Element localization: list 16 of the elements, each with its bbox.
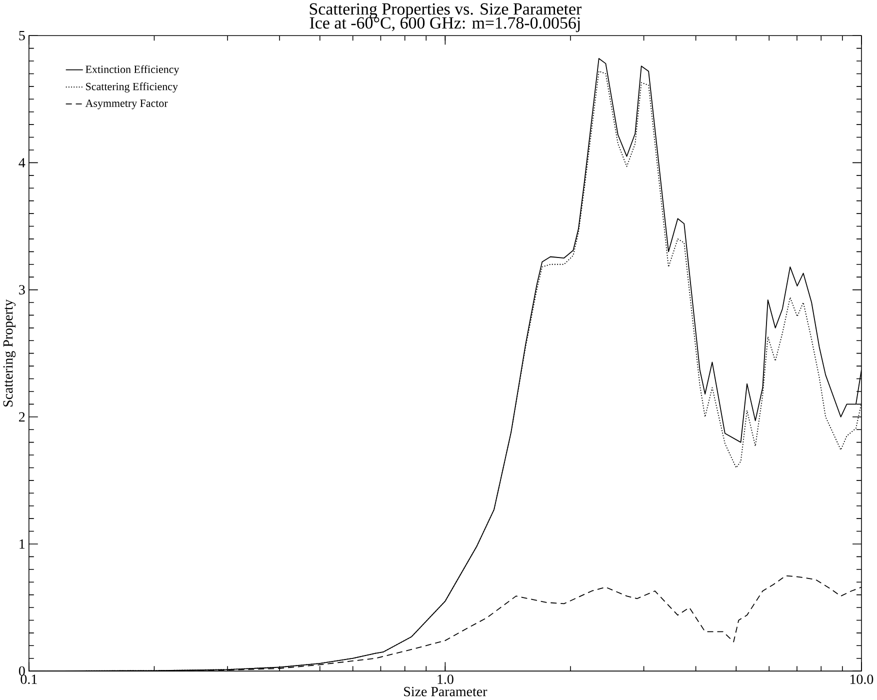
x-tick-label: 10.0: [850, 674, 874, 684]
legend-label: Asymmetry Factor: [85, 100, 168, 110]
y-tick-label: 5: [19, 31, 25, 40]
y-tick-label: 0: [18, 666, 25, 676]
legend-label: Scattering Efficiency: [86, 82, 178, 93]
chart-title: Scattering Properties vs. Size Parameter: [310, 4, 582, 18]
x-tick-label: 1.0: [438, 674, 454, 684]
y-axis-title: Scattering Property: [3, 300, 16, 407]
y-tick-label: 4: [18, 158, 26, 168]
x-axis-title: Size Parameter: [404, 687, 488, 696]
x-tick-label: 0.1: [20, 674, 37, 684]
y-tick-label: 3: [19, 285, 25, 295]
chart-subtitle: Ice at -60°C, 600 GHz: m=1.78-0.0056j: [310, 17, 580, 32]
legend-label: Extinction Efficiency: [86, 65, 180, 76]
y-tick-label: 2: [19, 412, 25, 422]
y-tick-label: 1: [20, 540, 25, 549]
